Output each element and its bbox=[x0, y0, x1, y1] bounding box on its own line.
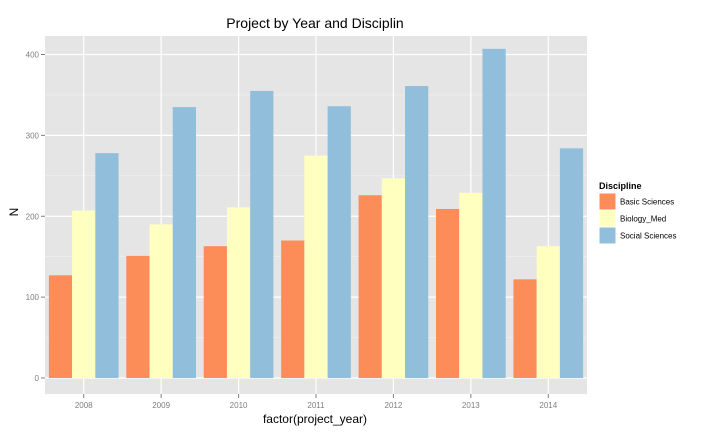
bar-biology-med-2008[interactable] bbox=[72, 210, 96, 378]
bar-social-sciences-2013[interactable] bbox=[482, 48, 506, 379]
y-tick-label: 200 bbox=[26, 212, 40, 221]
y-tick-label: 300 bbox=[26, 131, 40, 140]
x-tick-label: 2014 bbox=[539, 401, 557, 410]
bar-social-sciences-2008[interactable] bbox=[95, 153, 119, 378]
x-axis-label: factor(project_year) bbox=[263, 412, 367, 426]
x-tick-label: 2010 bbox=[230, 401, 248, 410]
bar-social-sciences-2009[interactable] bbox=[172, 107, 196, 378]
y-tick-label: 100 bbox=[26, 293, 40, 302]
legend-label: Social Sciences bbox=[620, 232, 676, 241]
bar-basic-sciences-2013[interactable] bbox=[436, 208, 460, 378]
legend-swatch bbox=[599, 193, 616, 210]
y-tick-label: 0 bbox=[35, 374, 40, 383]
bar-basic-sciences-2014[interactable] bbox=[513, 279, 537, 378]
x-tick-label: 2008 bbox=[75, 401, 93, 410]
bar-basic-sciences-2011[interactable] bbox=[281, 240, 305, 378]
bar-social-sciences-2011[interactable] bbox=[327, 106, 351, 378]
bar-basic-sciences-2012[interactable] bbox=[358, 195, 382, 378]
bar-biology-med-2009[interactable] bbox=[149, 224, 173, 378]
x-tick-label: 2012 bbox=[385, 401, 403, 410]
legend-label: Basic Sciences bbox=[620, 198, 674, 207]
bar-basic-sciences-2009[interactable] bbox=[126, 255, 150, 378]
x-tick-label: 2011 bbox=[307, 401, 325, 410]
legend-title: Discipline bbox=[599, 181, 642, 191]
legend-label: Biology_Med bbox=[620, 215, 666, 224]
bar-basic-sciences-2010[interactable] bbox=[203, 246, 227, 378]
bar-biology-med-2013[interactable] bbox=[459, 192, 483, 378]
bar-biology-med-2011[interactable] bbox=[304, 155, 328, 378]
y-tick-label: 400 bbox=[26, 51, 40, 60]
legend-swatch bbox=[599, 227, 616, 244]
bar-biology-med-2010[interactable] bbox=[226, 207, 251, 378]
bar-social-sciences-2012[interactable] bbox=[405, 86, 429, 378]
bar-basic-sciences-2008[interactable] bbox=[48, 275, 73, 378]
y-axis-label: N bbox=[7, 208, 21, 217]
bar-social-sciences-2014[interactable] bbox=[559, 148, 584, 378]
x-tick-label: 2009 bbox=[152, 401, 170, 410]
bar-biology-med-2012[interactable] bbox=[381, 178, 406, 378]
bar-social-sciences-2010[interactable] bbox=[250, 90, 274, 379]
chart-title: Project by Year and Disciplin bbox=[226, 15, 403, 31]
bar-biology-med-2014[interactable] bbox=[536, 246, 560, 378]
legend-swatch bbox=[599, 210, 616, 227]
x-tick-label: 2013 bbox=[462, 401, 480, 410]
